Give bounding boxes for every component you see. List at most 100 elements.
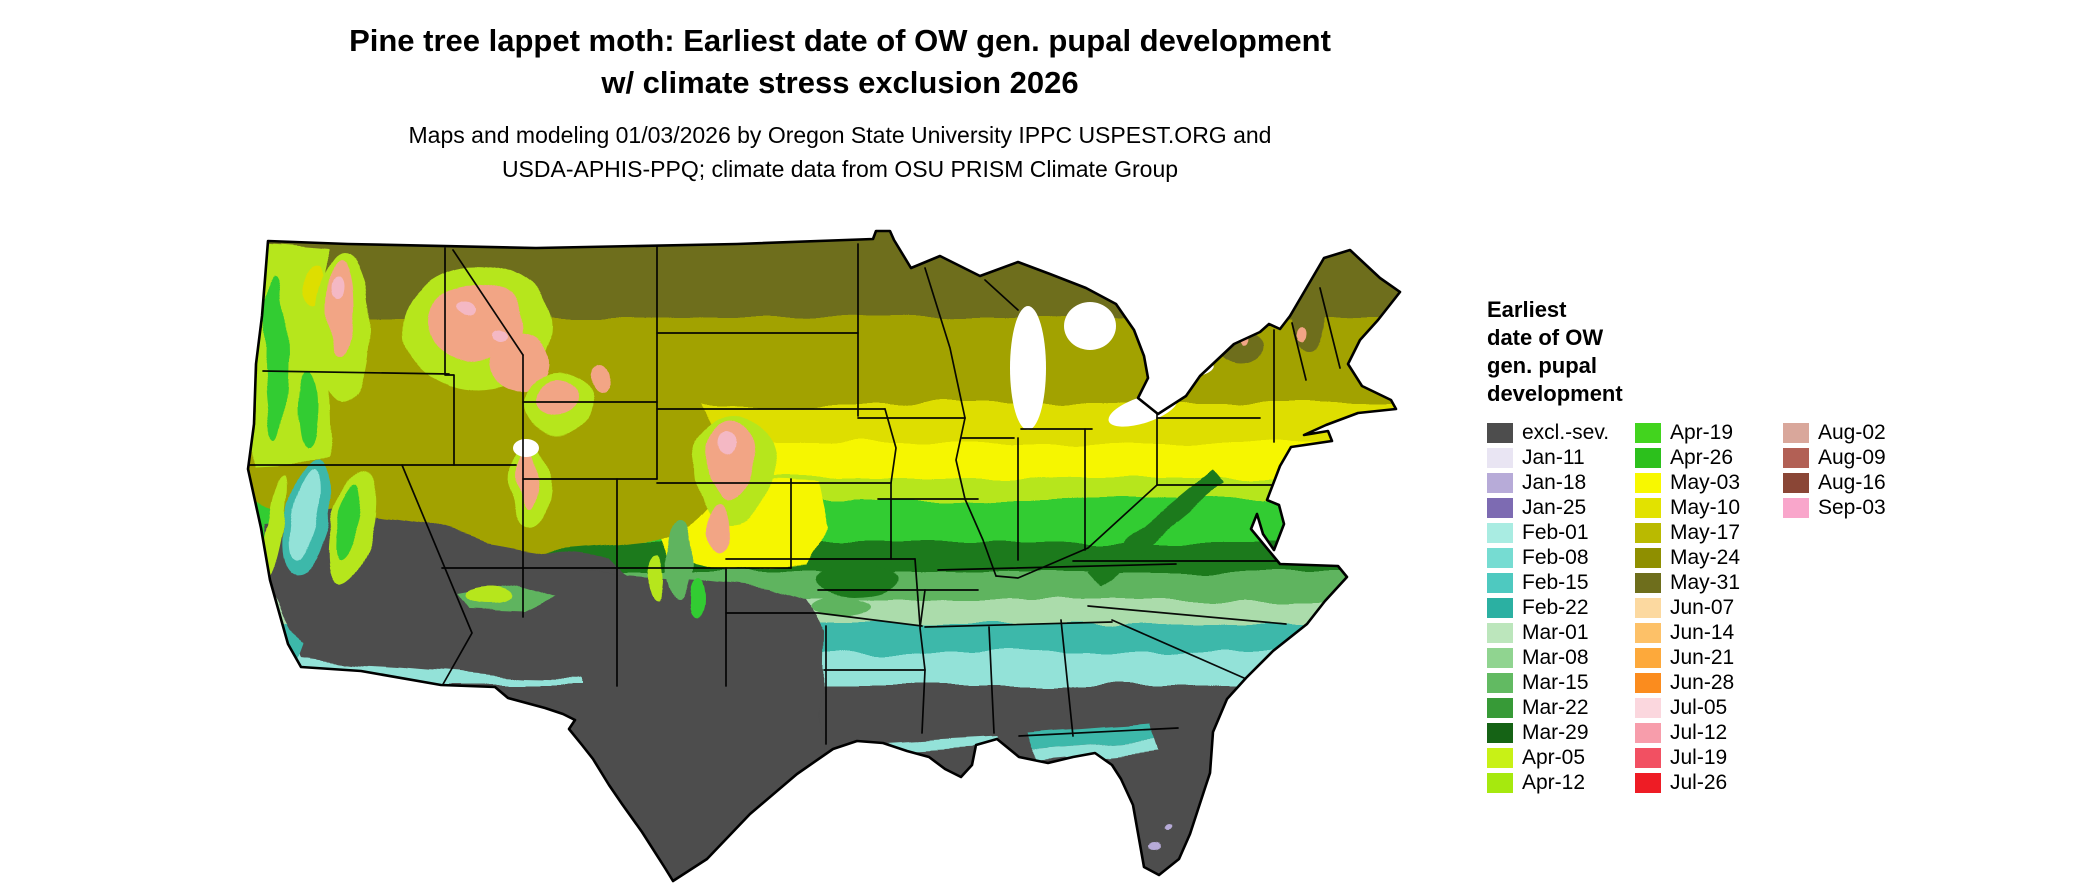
legend-swatch	[1783, 447, 1809, 468]
legend-entry-label: Mar-29	[1522, 720, 1589, 744]
legend-entry-label: Jul-26	[1670, 770, 1728, 794]
legend-entry: Aug-02	[1783, 420, 1931, 445]
legend-swatch	[1635, 747, 1661, 768]
legend-entry: Mar-29	[1487, 720, 1635, 745]
legend-swatch	[1635, 722, 1661, 743]
legend-swatch	[1487, 572, 1513, 593]
legend-swatch	[1487, 747, 1513, 768]
legend-swatch	[1635, 597, 1661, 618]
legend-entry: May-17	[1635, 520, 1783, 545]
legend-entry-label: Jul-05	[1670, 695, 1728, 719]
legend-entry: Apr-26	[1635, 445, 1783, 470]
legend-swatch	[1487, 622, 1513, 643]
legend-entry: May-31	[1635, 570, 1783, 595]
legend-entry: Jul-05	[1635, 695, 1783, 720]
legend-entry-label: Aug-02	[1818, 420, 1886, 444]
legend-entry: May-10	[1635, 495, 1783, 520]
legend-entry-label: excl.-sev.	[1522, 420, 1610, 444]
legend-entry-label: Aug-09	[1818, 445, 1886, 469]
legend-swatch	[1487, 522, 1513, 543]
us-map	[228, 228, 1448, 884]
legend-entry-label: May-17	[1670, 520, 1741, 544]
great-lakes	[513, 302, 1214, 457]
legend-swatch	[1487, 497, 1513, 518]
legend-entry: Jul-26	[1635, 770, 1783, 795]
legend-entry-label: Feb-15	[1522, 570, 1589, 594]
legend: Earliest date of OW gen. pupal developme…	[1487, 296, 2067, 795]
legend-entry: Jun-28	[1635, 670, 1783, 695]
legend-entry: May-03	[1635, 470, 1783, 495]
legend-entry: Sep-03	[1783, 495, 1931, 520]
legend-swatch	[1635, 497, 1661, 518]
lake-michigan	[1010, 306, 1046, 430]
legend-entry: Feb-01	[1487, 520, 1635, 545]
legend-swatch	[1487, 697, 1513, 718]
legend-entry: Feb-15	[1487, 570, 1635, 595]
legend-column: Apr-19 Apr-26 May-03 May-10 May-17 May-24 May-…	[1635, 420, 1783, 795]
legend-entry-label: Mar-22	[1522, 695, 1589, 719]
legend-swatch	[1487, 547, 1513, 568]
legend-swatch	[1487, 447, 1513, 468]
us-map-svg	[246, 229, 1402, 883]
legend-swatch	[1635, 622, 1661, 643]
legend-entry: Apr-12	[1487, 770, 1635, 795]
legend-swatch	[1635, 572, 1661, 593]
page-subtitle: Maps and modeling 01/03/2026 by Oregon S…	[235, 118, 1445, 186]
legend-entry: Jan-11	[1487, 445, 1635, 470]
legend-entry-label: Jun-07	[1670, 595, 1735, 619]
legend-swatch	[1487, 672, 1513, 693]
legend-entry: Mar-22	[1487, 695, 1635, 720]
legend-entry: Jun-21	[1635, 645, 1783, 670]
legend-entry-label: May-31	[1670, 570, 1741, 594]
legend-entry-label: Jan-11	[1522, 445, 1585, 469]
legend-swatch	[1635, 672, 1661, 693]
legend-entry: Mar-01	[1487, 620, 1635, 645]
legend-swatch	[1783, 497, 1809, 518]
legend-swatch	[1783, 422, 1809, 443]
great-salt-lake	[513, 439, 539, 457]
legend-column: excl.-sev. Jan-11 Jan-18 Jan-25 Feb-01 Feb-08…	[1487, 420, 1635, 795]
legend-entry-label: Jul-12	[1670, 720, 1728, 744]
legend-entry-label: Jul-19	[1670, 745, 1728, 769]
legend-entry: Jan-18	[1487, 470, 1635, 495]
legend-swatch	[1487, 772, 1513, 793]
legend-entry: Aug-09	[1783, 445, 1931, 470]
legend-swatch	[1635, 522, 1661, 543]
legend-column: Aug-02 Aug-09 Aug-16 Sep-03	[1783, 420, 1931, 795]
legend-entry-label: Feb-01	[1522, 520, 1589, 544]
legend-entry-label: Apr-19	[1670, 420, 1734, 444]
legend-swatch	[1487, 597, 1513, 618]
legend-entry: Jan-25	[1487, 495, 1635, 520]
legend-entry-label: Apr-05	[1522, 745, 1586, 769]
legend-entry: Jun-14	[1635, 620, 1783, 645]
legend-entry: May-24	[1635, 545, 1783, 570]
legend-entry: Mar-15	[1487, 670, 1635, 695]
legend-entry-label: May-10	[1670, 495, 1741, 519]
legend-entry-label: May-03	[1670, 470, 1741, 494]
legend-entry-label: Jun-14	[1670, 620, 1735, 644]
legend-entry: Aug-16	[1783, 470, 1931, 495]
legend-swatch	[1487, 722, 1513, 743]
legend-swatch	[1635, 472, 1661, 493]
legend-title-line: gen. pupal	[1487, 353, 1597, 378]
legend-swatch	[1635, 547, 1661, 568]
legend-swatch	[1635, 772, 1661, 793]
legend-entry-label: Apr-12	[1522, 770, 1586, 794]
legend-swatch	[1487, 647, 1513, 668]
legend-entry: Jul-12	[1635, 720, 1783, 745]
legend-title: Earliest date of OW gen. pupal developme…	[1487, 296, 2067, 408]
us-outline	[246, 229, 1402, 883]
legend-entry-label: Mar-01	[1522, 620, 1589, 644]
page-subtitle-line2: USDA-APHIS-PPQ; climate data from OSU PR…	[501, 156, 1179, 182]
legend-swatch	[1487, 472, 1513, 493]
legend-title-line: development	[1487, 381, 1623, 406]
legend-title-line: date of OW	[1487, 325, 1604, 350]
legend-swatch	[1635, 697, 1661, 718]
legend-entry-label: Sep-03	[1818, 495, 1886, 519]
legend-entry-label: Mar-15	[1522, 670, 1589, 694]
legend-entry-label: Feb-08	[1522, 545, 1589, 569]
legend-entry-label: May-24	[1670, 545, 1741, 569]
lake-huron	[1064, 302, 1116, 350]
legend-entry: Jun-07	[1635, 595, 1783, 620]
